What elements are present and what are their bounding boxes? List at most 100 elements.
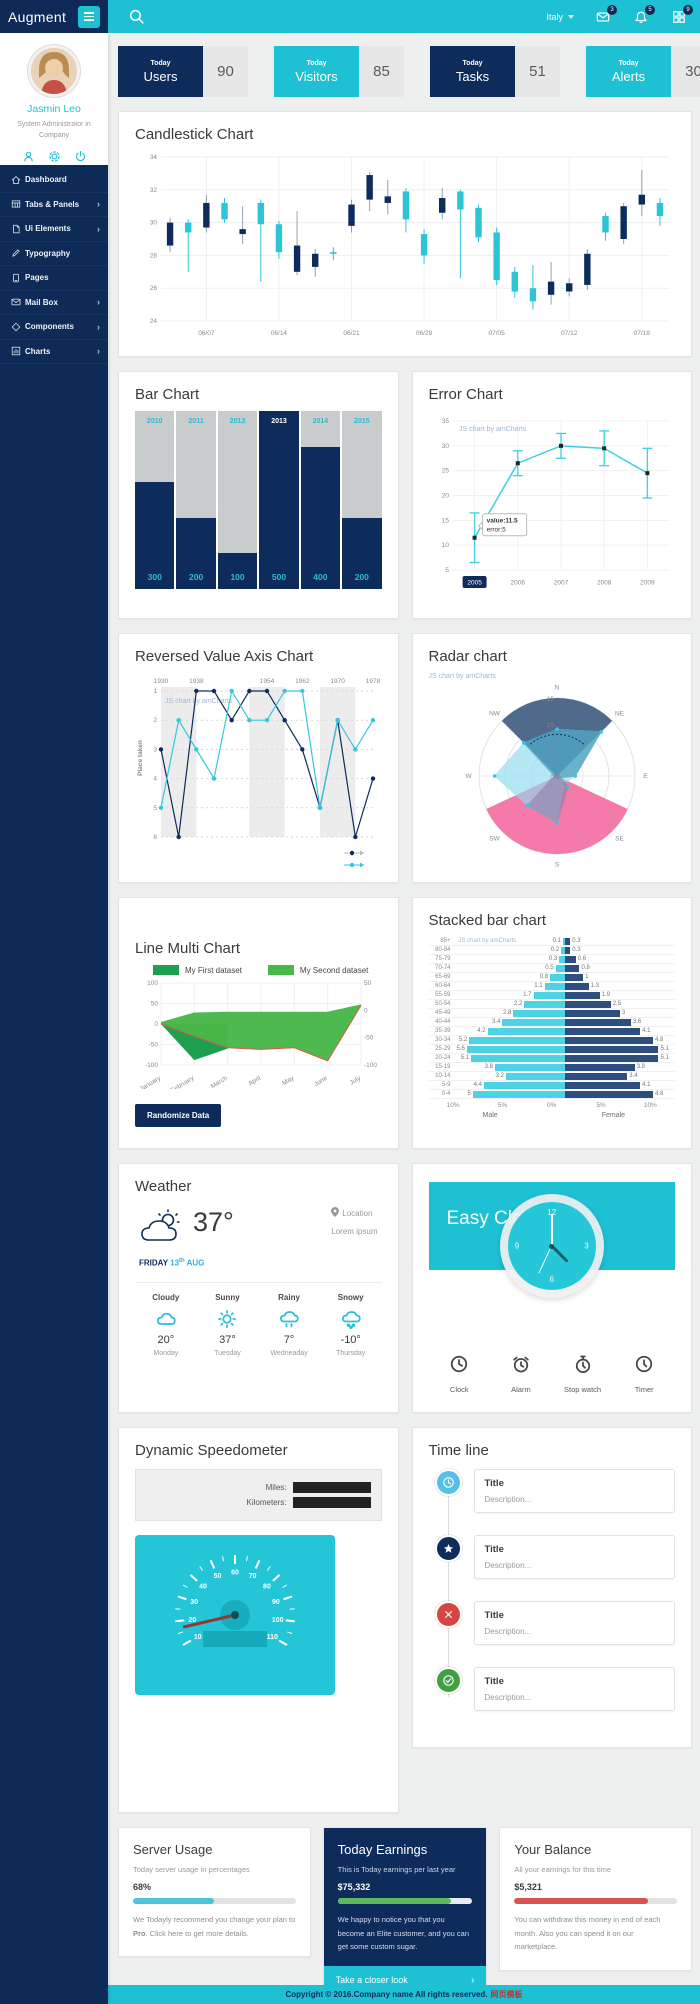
card-title: Radar chart [428,648,507,665]
svg-text:50: 50 [151,1001,159,1008]
pyramid-row: 30-34 5.2 4.8 [428,1036,675,1045]
sidebar-item-components[interactable]: Components › [0,315,108,340]
sidebar-item-tabs-panels[interactable]: Tabs & Panels › [0,193,108,217]
copyright: Copyright © 2016.Company name All rights… [285,1990,488,1999]
svg-text:2: 2 [153,717,157,724]
amcharts-watermark: JS chart by amCharts [428,673,496,680]
pyramid-row: 10-14 3.2 3.4 [428,1072,675,1081]
server-usage-progress [133,1898,296,1904]
svg-text:50: 50 [364,980,372,987]
svg-text:1954: 1954 [260,678,275,685]
sidebar-item-typography[interactable]: Typography [0,242,108,266]
earnings-value: $75,332 [337,1882,371,1892]
clock-icon [429,1354,491,1379]
reversed-axis-chart: 1 2 3 4 5 6 1930 1938 1954 1962 1970 1978 JS chart b… [137,678,381,841]
svg-text:15: 15 [441,517,449,524]
sidebar-item-ui-elements[interactable]: Ui Elements › [0,217,108,242]
balance-value: $5,321 [514,1882,542,1892]
svg-text:July: July [349,1074,363,1086]
sidebar-item-pages[interactable]: Pages [0,266,108,291]
hamburger-menu-icon[interactable] [78,5,100,28]
svg-text:0: 0 [550,774,554,781]
svg-text:06/14: 06/14 [271,330,288,337]
card-title: Candlestick Chart [135,126,254,143]
brand: Augment [8,8,67,25]
svg-text:E: E [643,773,648,780]
svg-text:07/05: 07/05 [489,330,506,337]
grid-icon[interactable]: 9 [672,4,693,24]
mail-icon[interactable]: 3 [596,4,617,24]
stats-row: Today Users 90 Today Visitors 85 Today Tasks 51 T… [118,46,700,97]
svg-text:January: January [139,1074,163,1089]
avatar[interactable] [28,45,80,97]
power-icon[interactable] [74,150,87,163]
clock-tool[interactable]: Clock [429,1354,491,1394]
svg-text:100: 100 [147,980,158,987]
chevron-right-icon: › [97,321,100,332]
earnings-progress [337,1898,473,1904]
timeline-item: Title Description... [434,1535,675,1579]
pyramid-row: 15-19 3.8 3.8 [428,1063,675,1072]
bell-icon[interactable]: 5 [634,4,655,24]
pyramid-row: 20-24 5.1 5.1 [428,1054,675,1063]
svg-text:5: 5 [445,567,449,574]
footer: Copyright © 2016.Company name All rights… [108,1985,700,2004]
svg-text:2005: 2005 [467,580,482,587]
svg-text:N: N [554,685,559,692]
search-icon[interactable] [128,8,145,25]
svg-text:-100: -100 [145,1062,158,1069]
svg-text:20: 20 [188,1617,196,1624]
stopwatch-tool[interactable]: Stop watch [552,1354,614,1394]
svg-text:S: S [554,861,559,868]
timer-tool[interactable]: Timer [613,1354,675,1394]
svg-text:07/19: 07/19 [634,330,651,337]
user-icon[interactable] [22,150,35,163]
forecast-row: Cloudy 20° Monday Sunny 37° Tuesday Rainy 7° Wed… [135,1293,382,1357]
file-icon [11,224,25,234]
balance-text: You can withdraw this money in end of ea… [514,1915,661,1951]
sidebar-item-dashboard[interactable]: Dashboard [0,168,108,193]
pyramid-row: 85+ JS chart by amCharts 0.1 0.3 [428,937,675,946]
chevron-right-icon: › [97,297,100,308]
locale-dropdown[interactable]: Italy [546,12,574,22]
chart-legend: My First dataset My Second dataset [153,965,382,975]
user-name[interactable]: Jasmin Leo [27,103,81,115]
alarm-tool[interactable]: Alarm [490,1354,552,1394]
svg-text:SW: SW [489,836,500,843]
pyramid-row: 0-4 5 4.8 [428,1090,675,1099]
server-usage-text[interactable]: We Todayly recommend you change your pla… [133,1915,296,1938]
svg-text:10: 10 [546,722,554,729]
sidebar-item-charts[interactable]: Charts › [0,340,108,364]
timeline-item: Title Description... [434,1469,675,1513]
svg-text:6: 6 [153,834,157,841]
svg-text:70: 70 [249,1573,257,1580]
gear-icon[interactable] [48,150,61,163]
line-multi-card: Line Multi Chart My First dataset My Seco… [118,897,399,1149]
sidebar-menu: Dashboard Tabs & Panels › Ui Elements › Typog… [0,165,108,2004]
timeline: Title Description... Title Description... Ti… [434,1469,675,1711]
clock-icon [434,1469,462,1496]
svg-text:40: 40 [199,1584,207,1591]
speedometer-gauge: 10 20 30 40 50 60 70 80 90 100 110 [135,1535,335,1695]
credit-link[interactable]: 网页模板 [490,1990,523,1999]
timeline-item: Title Description... [434,1667,675,1711]
cloud-icon [135,1309,197,1329]
svg-text:5: 5 [153,805,157,812]
stat-value: 90 [203,46,248,97]
card-title: Today Earnings [337,1842,428,1857]
svg-text:4: 4 [153,776,157,783]
stat-value: 51 [515,46,560,97]
topbar-icons: 3 5 9 [596,4,693,24]
svg-text:SE: SE [615,836,624,843]
svg-text:1: 1 [153,688,157,695]
sidebar: Jasmin Leo System Administrator in Compa… [0,33,108,2004]
randomize-data-button[interactable]: Randomize Data [135,1104,222,1127]
pyramid-row: 25-29 5.6 5.1 [428,1045,675,1054]
pyramid-row: 45-49 2.8 3 [428,1009,675,1018]
svg-text:-100: -100 [364,1062,377,1069]
legend-item: My Second dataset [267,965,368,975]
svg-text:error:5: error:5 [486,527,506,534]
card-subtitle: All your earnings for this time [514,1865,612,1874]
sidebar-item-mail-box[interactable]: Mail Box › [0,291,108,315]
svg-text:10: 10 [441,542,449,549]
